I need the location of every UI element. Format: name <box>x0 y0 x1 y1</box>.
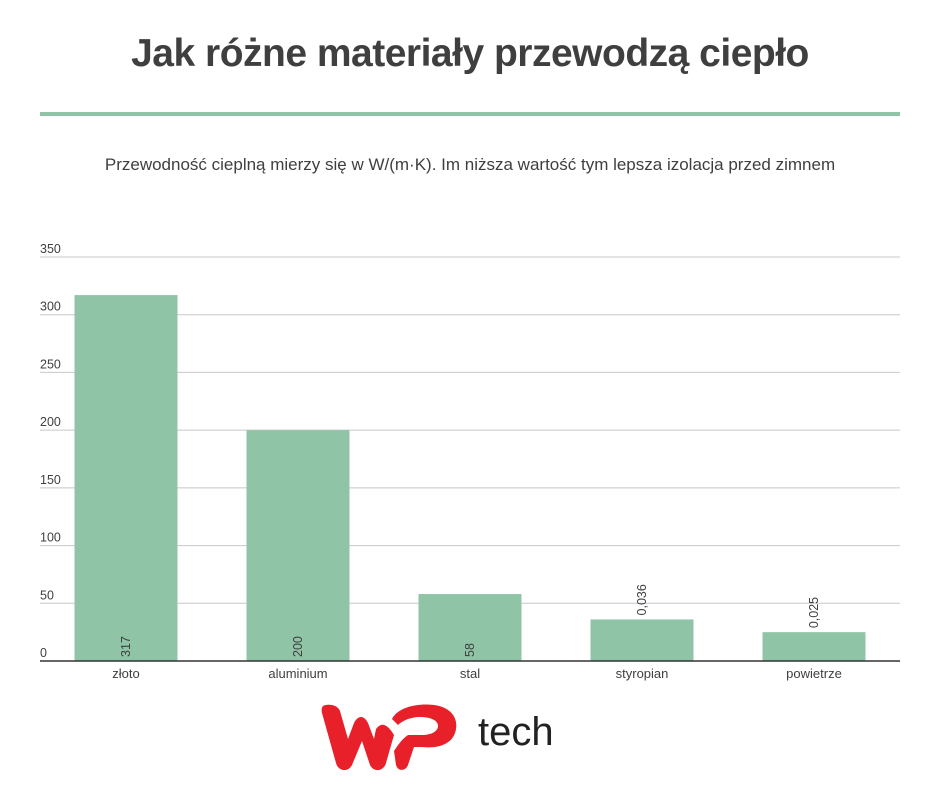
x-tick-label: powietrze <box>786 666 842 681</box>
bar <box>590 619 694 661</box>
y-tick-label: 50 <box>40 588 54 602</box>
bar-chart: 0 50 100 150 200 250 300 350 317 złoto 200 aluminiu… <box>40 242 900 681</box>
bar <box>246 430 350 661</box>
bar <box>762 632 866 661</box>
y-tick-label: 100 <box>40 531 61 545</box>
wp-logo-mark <box>321 704 457 771</box>
chart-title: Jak różne materiały przewodzą ciepło <box>131 32 809 75</box>
bar <box>74 295 178 661</box>
data-label: 58 <box>463 643 477 657</box>
data-label: 0,025 <box>807 597 821 628</box>
bar <box>418 594 522 661</box>
y-tick-label: 250 <box>40 357 61 371</box>
x-tick-label: styropian <box>616 666 669 681</box>
x-tick-label: aluminium <box>268 666 327 681</box>
x-tick-label: stal <box>460 666 480 681</box>
y-tick-label: 350 <box>40 242 61 256</box>
title-divider <box>40 112 900 116</box>
data-label: 0,036 <box>635 584 649 615</box>
wp-tech-logo: tech <box>321 704 554 771</box>
data-label: 317 <box>119 636 133 657</box>
data-label: 200 <box>291 636 305 657</box>
y-tick-label: 300 <box>40 300 61 314</box>
y-tick-label: 0 <box>40 646 47 660</box>
y-tick-label: 200 <box>40 415 61 429</box>
logo-tech-text: tech <box>478 710 554 754</box>
x-tick-label: złoto <box>112 666 139 681</box>
y-tick-label: 150 <box>40 473 61 487</box>
chart-subtitle: Przewodność cieplną mierzy się w W/(m·K)… <box>104 155 836 174</box>
